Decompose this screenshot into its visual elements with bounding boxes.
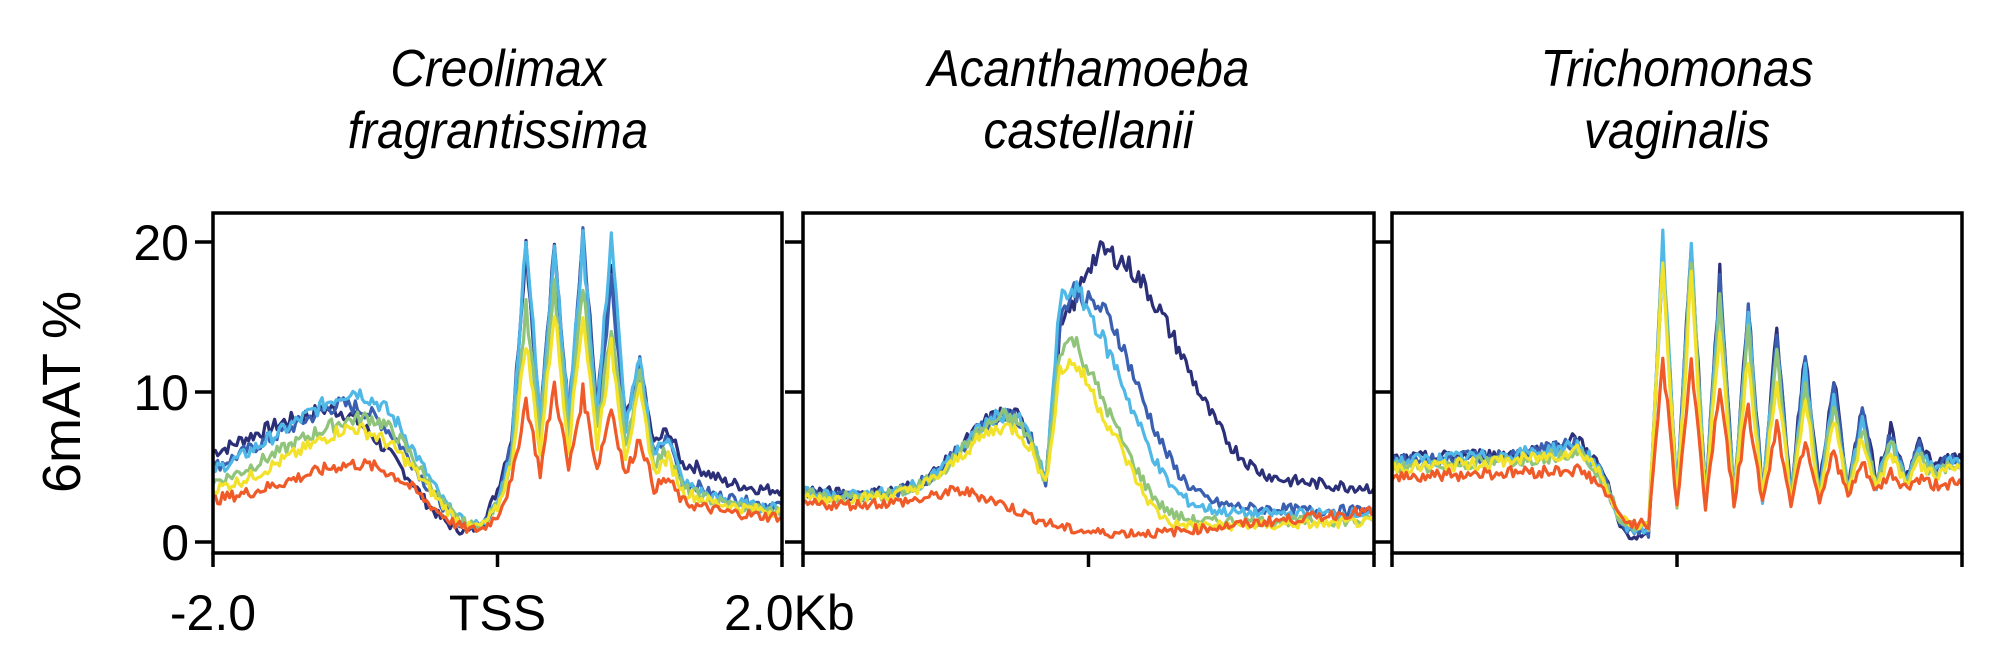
series-line-s6 xyxy=(802,484,1376,539)
series-line-s3 xyxy=(211,229,784,531)
panel-2 xyxy=(785,211,1376,567)
series-line-s6 xyxy=(1390,356,1964,531)
series-line-s2 xyxy=(801,281,1375,518)
series-line-s5 xyxy=(211,315,784,530)
title-line-1: Acanthamoeba xyxy=(927,40,1250,98)
panel-3 xyxy=(1374,211,1964,567)
title-line-2: castellanii xyxy=(983,102,1194,160)
series-line-s4 xyxy=(1390,261,1964,533)
y-axis-label: 6mAT % xyxy=(32,291,92,493)
x-tick-label: -2.0 xyxy=(170,585,256,641)
panel-title-creolimax: Creolimax fragrantissima xyxy=(236,38,760,162)
y-tick-label: 20 xyxy=(133,215,189,271)
y-tick-label: 10 xyxy=(133,365,189,421)
title-line-2: vaginalis xyxy=(1583,102,1771,160)
panel-title-acanthamoeba: Acanthamoeba castellanii xyxy=(826,38,1351,162)
series-line-s5 xyxy=(801,358,1376,532)
panels: 0 10 20 -2.0 TSS 2.0Kb xyxy=(133,211,1964,641)
title-line-2: fragrantissima xyxy=(347,102,649,160)
title-line-1: Trichomonas xyxy=(1540,40,1814,98)
x-tick-label: TSS xyxy=(449,585,546,641)
series-line-s6 xyxy=(212,380,784,534)
y-tick-label: 0 xyxy=(161,515,189,571)
panel-title-trichomonas: Trichomonas vaginalis xyxy=(1415,38,1939,162)
x-tick-label: 2.0Kb xyxy=(724,585,855,641)
series-line-s2 xyxy=(211,226,784,532)
panel-1: 0 10 20 -2.0 TSS 2.0Kb xyxy=(133,211,855,641)
title-line-1: Creolimax xyxy=(390,40,606,98)
